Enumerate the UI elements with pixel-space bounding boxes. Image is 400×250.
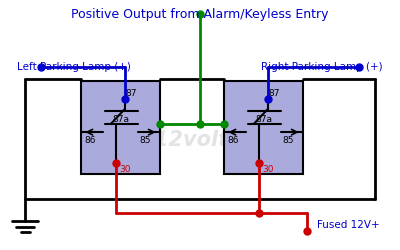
Text: 30: 30	[119, 165, 130, 174]
Text: 85: 85	[283, 136, 294, 144]
Text: 86: 86	[84, 136, 96, 144]
Text: the12volt.com: the12volt.com	[115, 130, 285, 150]
Text: 30: 30	[262, 165, 274, 174]
Text: Right Parking Lamp (+): Right Parking Lamp (+)	[261, 62, 383, 72]
Bar	[224, 80, 303, 174]
Text: Fused 12V+: Fused 12V+	[317, 220, 380, 230]
Text: 87: 87	[268, 88, 280, 98]
Text: Positive Output from Alarm/Keyless Entry: Positive Output from Alarm/Keyless Entry	[71, 8, 329, 20]
Text: 87: 87	[125, 88, 137, 98]
Text: 87a: 87a	[255, 115, 272, 124]
Text: 86: 86	[227, 136, 238, 144]
Bar	[81, 80, 160, 174]
Text: 87a: 87a	[112, 115, 129, 124]
Text: 85: 85	[140, 136, 151, 144]
Text: Left Parking Lamp (+): Left Parking Lamp (+)	[17, 62, 131, 72]
